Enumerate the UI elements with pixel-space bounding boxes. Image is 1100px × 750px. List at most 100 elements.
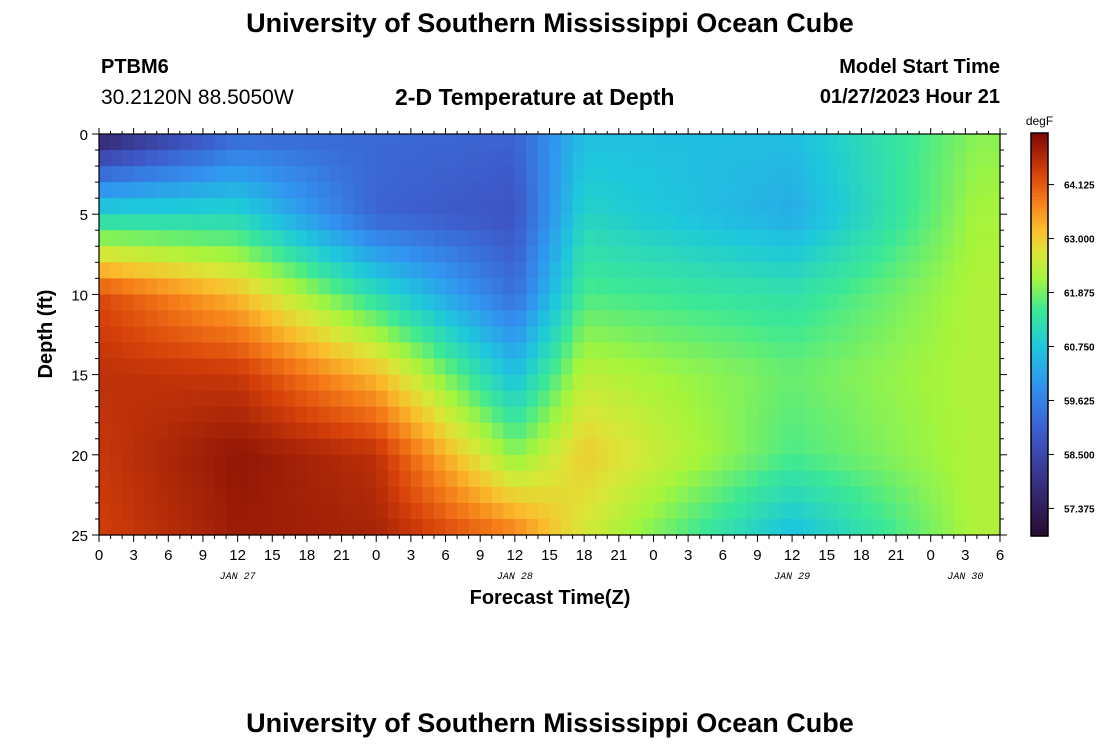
colorbar-tick-label: 59.625 [1064,396,1095,407]
heatmap-cell [457,438,470,456]
heatmap-cell [399,454,412,472]
heatmap-cell [884,342,897,360]
heatmap-cell [376,134,389,151]
heatmap-cell [907,438,920,456]
heatmap-cell [965,182,978,199]
heatmap-cell [618,390,631,408]
heatmap-cell [249,166,262,183]
heatmap-cell [988,294,1001,312]
heatmap-cell [503,406,516,424]
heatmap-cell [468,518,481,536]
heatmap-cell [780,310,793,328]
heatmap-cell [653,454,666,472]
heatmap-cell [815,246,828,263]
heatmap-cell [179,214,193,231]
heatmap-cell [480,150,493,167]
heatmap-cell [214,502,227,520]
x-tick-label: 15 [818,547,835,564]
heatmap-cell [653,278,666,295]
heatmap-cell [976,374,990,392]
heatmap-cell [630,246,643,263]
heatmap-cell [942,310,955,328]
heatmap-cell [653,134,666,151]
heatmap-cell [849,246,862,263]
colorbar-segment [1031,455,1048,460]
heatmap-cell [133,406,146,424]
heatmap-cell [260,246,273,263]
heatmap-cell [641,246,655,263]
heatmap-cell [122,438,135,456]
heatmap-cell [99,358,112,376]
heatmap-cell [457,470,470,488]
heatmap-cell [514,502,527,520]
heatmap-cell [537,150,551,167]
heatmap-cell [757,166,770,183]
heatmap-cell [376,438,389,456]
heatmap-cell [549,358,562,376]
heatmap-cell [445,310,458,328]
x-tick-label: 12 [784,547,801,564]
heatmap-cell [722,182,735,199]
heatmap-cell [676,166,689,183]
colorbar-segment [1031,149,1048,154]
heatmap-cell [122,166,135,183]
heatmap-cell [168,150,181,167]
heatmap-cell [214,518,227,536]
heatmap-cell [272,262,285,279]
heatmap-cell [422,166,435,183]
heatmap-cell [260,358,273,376]
heatmap-cell [422,198,435,215]
heatmap-cell [965,470,978,488]
colorbar-segment [1031,243,1048,248]
heatmap-cell [410,454,424,472]
heatmap-cell [457,502,470,520]
heatmap-cell [387,326,400,344]
heatmap-cell [468,454,481,472]
heatmap-cell [537,470,551,488]
heatmap-cell [133,278,146,295]
heatmap-cell [861,422,874,440]
heatmap-cell [122,246,135,263]
heatmap-cell [480,326,493,344]
heatmap-cell [584,182,597,199]
heatmap-cell [641,166,655,183]
heatmap-cell [226,470,239,488]
heatmap-cell [99,134,112,151]
colorbar-segment [1031,478,1048,483]
heatmap-cell [595,198,608,215]
heatmap-cell [318,294,331,312]
colorbar-segment [1031,381,1048,386]
heatmap-cell [422,326,435,344]
heatmap-cell [549,486,562,504]
heatmap-cell [457,342,470,360]
heatmap-cell [537,230,551,247]
heatmap-cell [376,454,389,472]
heatmap-cell [295,198,308,215]
heatmap-cell [745,214,759,231]
colorbar-segment [1031,213,1048,218]
heatmap-cell [838,438,851,456]
heatmap-cell [561,294,574,312]
heatmap-cell [792,310,805,328]
heatmap-cell [757,246,770,263]
heatmap-cell [641,390,655,408]
heatmap-cell [896,198,909,215]
heatmap-cell [295,182,308,199]
heatmap-cell [953,502,966,520]
heatmap-cell [618,454,631,472]
heatmap-cell [896,278,909,295]
heatmap-cell [503,278,516,295]
heatmap-cell [607,278,620,295]
heatmap-cell [653,342,666,360]
colorbar-segment [1031,294,1048,299]
heatmap-cell [665,502,678,520]
heatmap-cell [907,454,920,472]
heatmap-cell [907,374,920,392]
heatmap-cell [260,518,273,536]
heatmap-cell [676,310,689,328]
colorbar-segment [1031,143,1048,148]
heatmap-cell [191,502,204,520]
colorbar-segment [1031,425,1048,430]
heatmap-cell [722,422,735,440]
heatmap-cell [699,310,712,328]
